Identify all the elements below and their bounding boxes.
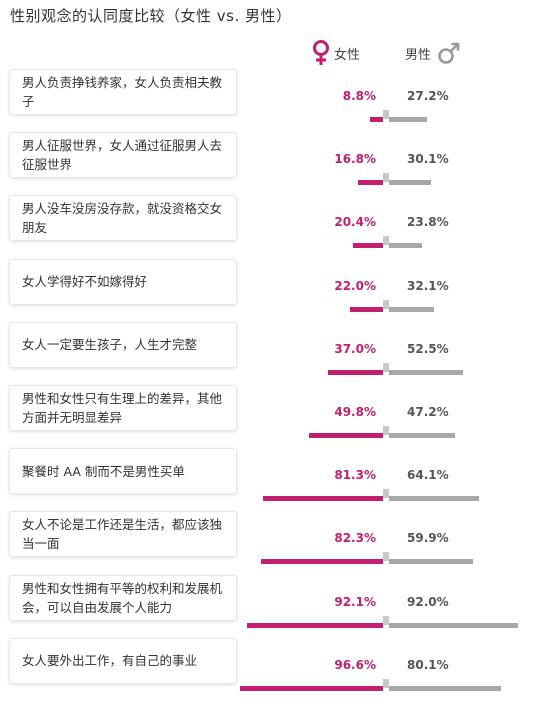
female-value-label: 96.6% [334,657,376,672]
female-bar [240,685,383,691]
category-label: 女人不论是工作还是生活，都应该独当一面 [22,517,223,552]
male-bar [389,369,463,375]
center-axis-marker [383,552,389,562]
category-box: 男性和女性拥有平等的权利和发展机会，可以自由发展个人能力 [10,575,236,620]
female-bar [246,622,383,628]
male-bar [389,243,423,249]
category-label: 男性和女性只有生理上的差异，其他方面并无明显差异 [22,391,223,425]
center-axis-marker [383,236,389,246]
female-bar [350,306,383,312]
category-label: 女人要外出工作，有自己的事业 [22,653,198,669]
female-value-label: 49.8% [334,405,376,419]
legend-male: 男性 [405,38,461,68]
center-axis-marker [383,426,389,435]
category-box: 男人征服世界，女人通过征服男人去征服世界 [10,133,236,178]
female-value-label: 20.4% [334,215,376,230]
center-axis-marker [383,489,389,499]
female-value-label: 82.3% [334,531,376,546]
category-box: 男性和女性只有生理上的差异，其他方面并无明显差异 [10,386,236,430]
male-value-label: 59.9% [407,531,449,546]
female-value-label: 16.8% [334,152,376,167]
category-label: 男性和女性拥有平等的权利和发展机会，可以自由发展个人能力 [22,580,223,615]
category-label: 聚餐时 AA 制而不是男性买单 [22,463,185,479]
category-label: 女人一定要生孩子，人生才完整 [22,337,198,353]
legend-male-label: 男性 [405,47,432,63]
male-bar [389,117,428,122]
center-axis-marker [383,678,389,688]
center-axis-marker [383,173,389,183]
category-label: 男人没车没房没存款，就没资格交女朋友 [22,201,223,236]
male-bar [389,622,518,628]
female-bar [358,180,383,186]
category-label: 男人征服世界，女人通过征服男人去征服世界 [22,138,223,173]
center-axis-marker [383,615,389,625]
male-value-label: 32.1% [407,278,449,293]
category-label: 男人负责挣钱养家，女人负责相夫教子 [22,75,223,109]
male-value-label: 64.1% [407,468,449,483]
category-box: 男人负责挣钱养家，女人负责相夫教子 [10,70,236,114]
female-symbol-icon [312,40,330,66]
female-value-label: 81.3% [334,468,376,483]
female-value-label: 37.0% [334,341,376,356]
legend-female: 女性 [312,38,360,68]
category-box: 女人学得好不如嫁得好 [10,259,236,304]
male-symbol-icon [437,41,461,65]
category-box: 女人要外出工作，有自己的事业 [10,638,236,683]
female-bar [261,559,383,565]
male-bar [389,180,432,186]
category-box: 女人不论是工作还是生活，都应该独当一面 [10,512,236,557]
male-value-label: 92.0% [407,594,449,609]
male-value-label: 27.2% [407,89,449,103]
female-bar [262,496,383,502]
female-bar [309,433,383,438]
male-bar [389,433,456,438]
male-bar [389,306,434,312]
female-value-label: 92.1% [334,594,376,609]
category-box: 聚餐时 AA 制而不是男性买单 [10,449,236,494]
male-value-label: 30.1% [407,152,449,167]
male-bar [389,559,473,565]
female-value-label: 22.0% [334,278,376,293]
center-axis-marker [383,110,389,119]
male-value-label: 52.5% [407,341,449,356]
chart-title: 性别观念的认同度比较（女性 vs. 男性） [10,7,292,25]
category-label: 女人学得好不如嫁得好 [22,274,148,290]
female-value-label: 8.8% [342,89,376,103]
female-bar [328,369,383,375]
male-value-label: 80.1% [407,657,449,672]
female-bar [369,117,383,122]
center-axis-marker [383,362,389,372]
male-value-label: 23.8% [407,215,449,230]
female-bar [352,243,383,249]
male-bar [389,496,479,502]
center-axis-marker [383,299,389,309]
legend-female-label: 女性 [334,47,361,63]
category-box: 女人一定要生孩子，人生才完整 [10,322,236,367]
male-value-label: 47.2% [407,405,449,419]
male-bar [389,685,502,691]
category-box: 男人没车没房没存款，就没资格交女朋友 [10,196,236,241]
